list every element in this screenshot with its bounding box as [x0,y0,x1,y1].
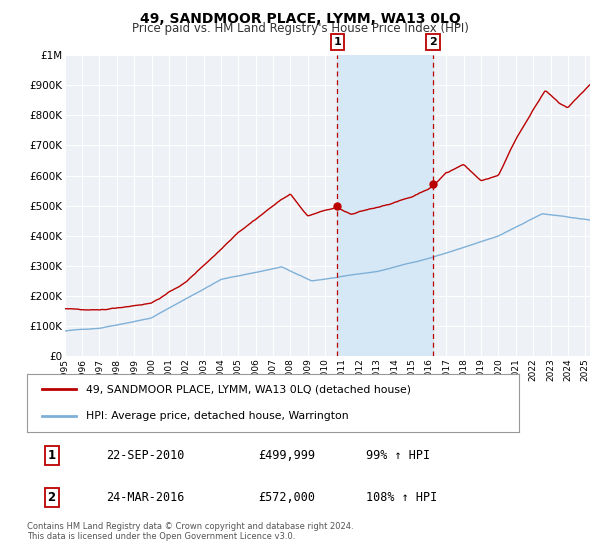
Text: 2: 2 [47,491,56,504]
Text: 108% ↑ HPI: 108% ↑ HPI [367,491,438,504]
Text: 49, SANDMOOR PLACE, LYMM, WA13 0LQ: 49, SANDMOOR PLACE, LYMM, WA13 0LQ [140,12,460,26]
Text: Contains HM Land Registry data © Crown copyright and database right 2024.
This d: Contains HM Land Registry data © Crown c… [27,522,353,542]
Text: 1: 1 [47,449,56,463]
Text: 24-MAR-2016: 24-MAR-2016 [106,491,184,504]
Text: 49, SANDMOOR PLACE, LYMM, WA13 0LQ (detached house): 49, SANDMOOR PLACE, LYMM, WA13 0LQ (deta… [86,384,411,394]
Bar [337,55,433,356]
Text: 99% ↑ HPI: 99% ↑ HPI [367,449,431,463]
Text: £499,999: £499,999 [258,449,315,463]
Text: 2: 2 [429,37,437,47]
Text: £572,000: £572,000 [258,491,315,504]
Text: 22-SEP-2010: 22-SEP-2010 [106,449,184,463]
Text: Price paid vs. HM Land Registry's House Price Index (HPI): Price paid vs. HM Land Registry's House … [131,22,469,35]
Text: HPI: Average price, detached house, Warrington: HPI: Average price, detached house, Warr… [86,412,349,422]
Text: 1: 1 [334,37,341,47]
